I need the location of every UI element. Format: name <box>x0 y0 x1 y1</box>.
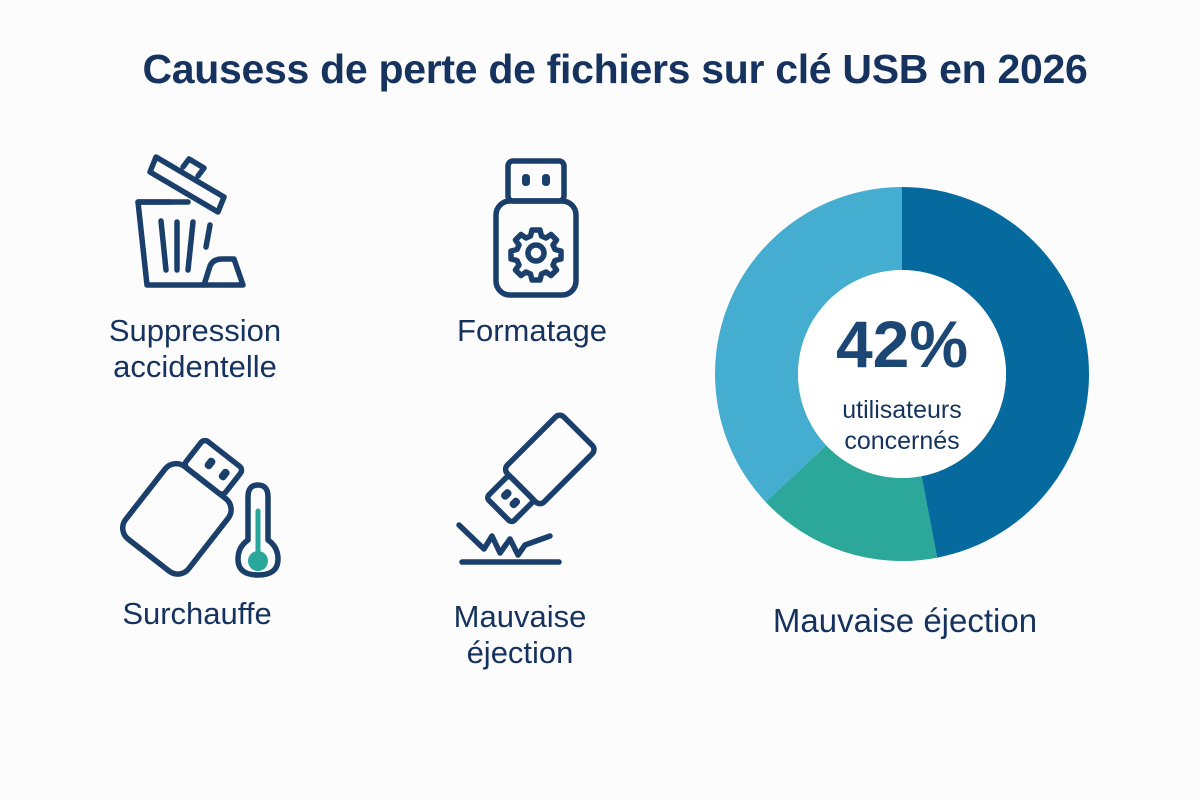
donut-center: 42% utilisateurs concernés <box>715 187 1089 561</box>
cause-label-line1: Mauvaise <box>453 599 587 634</box>
page-title: Causess de perte de fichiers sur clé USB… <box>142 46 1088 92</box>
usb-gear-icon <box>493 158 579 298</box>
donut-slice <box>902 187 1089 558</box>
cause-label-mauvaise-ejection: Mauvaise éjection <box>400 599 640 671</box>
cause-label-line1: Suppression <box>108 313 282 348</box>
donut-center-value: 42% <box>835 307 969 381</box>
cause-label-line2: éjection <box>466 635 574 670</box>
usb-thermometer-icon <box>119 437 281 578</box>
cause-label-suppression: Suppression accidentelle <box>75 313 315 385</box>
cause-label-formatage: Formatage <box>412 313 652 349</box>
cause-label-line1: Surchauffe <box>122 596 272 631</box>
cause-label-line2: accidentelle <box>113 349 277 384</box>
donut-center-line2: concernés <box>844 427 960 455</box>
donut-slice <box>765 445 938 561</box>
donut-slice <box>715 187 902 503</box>
trash-can-icon <box>135 154 246 288</box>
donut-hole <box>798 270 1006 478</box>
usb-drop-impact-icon <box>456 412 597 565</box>
donut-center-subtitle: utilisateurs concernés <box>715 395 1089 457</box>
donut-center-line1: utilisateurs <box>842 396 962 424</box>
donut-caption: Mauvaise éjection <box>772 602 1038 639</box>
donut-chart: 42% utilisateurs concernés <box>715 187 1089 561</box>
donut-chart-svg <box>715 187 1089 561</box>
cause-label-line1: Formatage <box>457 313 607 348</box>
cause-label-surchauffe: Surchauffe <box>77 596 317 632</box>
